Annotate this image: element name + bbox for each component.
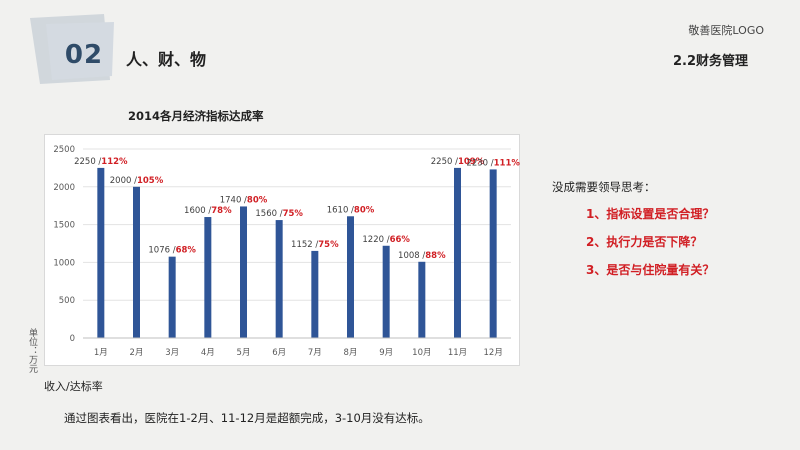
questions-heading: 没成需要领导思考：: [552, 180, 656, 194]
bar: [311, 250, 319, 338]
y-tick-label: 1000: [53, 258, 75, 268]
questions-panel: 没成需要领导思考： 1、指标设置是否合理？ 2、执行力是否下降？ 3、是否与住院…: [552, 179, 782, 289]
x-tick-label: 8月: [344, 348, 358, 358]
x-tick-label: 5月: [237, 348, 251, 358]
data-label: 1740 /80%: [220, 195, 268, 205]
x-tick-label: 7月: [308, 348, 322, 358]
bar: [489, 169, 497, 338]
x-tick-label: 6月: [272, 348, 286, 358]
y-tick-label: 2000: [53, 183, 75, 193]
data-label: 2230 /111%: [466, 158, 520, 168]
bar: [454, 167, 461, 338]
y-tick-label: 500: [59, 296, 75, 306]
bar: [204, 217, 212, 338]
x-tick-label: 11月: [448, 348, 467, 358]
data-label: 2250 /109%: [431, 157, 485, 167]
hospital-logo-text: 敬善医院LOGO: [688, 24, 764, 37]
question-item: 1、指标设置是否合理？: [586, 207, 715, 221]
chart-legend-label: 收入/达标率: [44, 380, 103, 393]
y-tick-label: 1500: [53, 221, 75, 231]
bar: [347, 216, 354, 338]
data-label: 2000 /105%: [110, 176, 164, 186]
bar: [168, 256, 176, 338]
bar: [133, 186, 140, 338]
chart-title: 2014各月经济指标达成率: [128, 109, 264, 123]
bar-chart: 0 500 1000 1500 2000 2500 1月 2250 /112% 2月 2000 /…: [53, 145, 520, 358]
conclusion-text: 通过图表看出，医院在1-2月、11-12月是超额完成，3-10月没有达标。: [64, 411, 430, 425]
y-axis-unit-label: 单位：万元: [27, 328, 37, 373]
data-label: 1152 /75%: [291, 240, 339, 250]
question-item: 2、执行力是否下降？: [586, 235, 703, 249]
bar: [382, 245, 390, 338]
data-label: 1610 /80%: [327, 205, 375, 215]
question-item: 3、是否与住院量有关？: [586, 263, 715, 277]
x-tick-label: 10月: [412, 348, 431, 358]
data-label: 1220 /66%: [362, 235, 410, 245]
y-tick-label: 0: [70, 334, 75, 344]
data-label: 1008 /88%: [398, 251, 446, 261]
section-title: 人、财、物: [126, 50, 207, 69]
x-tick-label: 9月: [379, 348, 393, 358]
x-tick-label: 2月: [130, 348, 144, 358]
x-tick-label: 3月: [165, 348, 179, 358]
section-badge: [0, 0, 120, 86]
bar: [275, 220, 283, 338]
bar: [418, 261, 426, 338]
x-tick-label: 12月: [484, 348, 503, 358]
data-label: 1560 /75%: [255, 209, 303, 219]
data-label: 1600 /78%: [184, 206, 232, 216]
x-tick-label: 1月: [94, 348, 108, 358]
chart-frame: 0 500 1000 1500 2000 2500 1月 2250 /112% 2月 2000 /…: [44, 134, 520, 366]
data-label: 1076 /68%: [148, 246, 196, 256]
section-number: 02: [64, 40, 104, 70]
y-tick-label: 2500: [53, 145, 75, 155]
data-label: 2250 /112%: [74, 157, 128, 167]
x-tick-label: 4月: [201, 348, 215, 358]
subsection-title: 2.2财务管理: [672, 54, 748, 69]
bar: [240, 206, 247, 338]
section-badge-shape: [30, 14, 114, 84]
bar: [97, 167, 105, 338]
